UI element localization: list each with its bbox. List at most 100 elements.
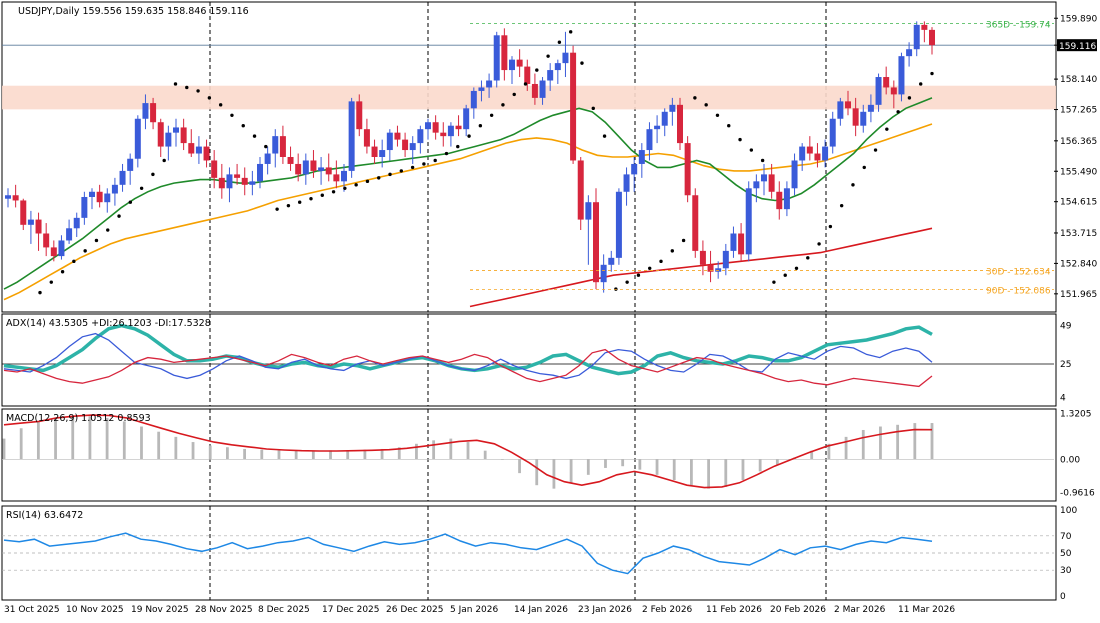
macd-histogram-bar (397, 447, 401, 460)
candle-body (386, 132, 393, 151)
x-tick-label: 11 Mar 2026 (898, 605, 955, 615)
candle-body (89, 191, 95, 197)
candle-body (188, 143, 195, 154)
candle-body (142, 103, 149, 119)
rsi-tick-label: 30 (1060, 566, 1072, 576)
macd-histogram-bar (621, 459, 625, 467)
candle-body (440, 132, 447, 137)
psar-dot (568, 30, 573, 34)
parabolic-sar (38, 30, 934, 295)
psar-dot (557, 40, 562, 44)
psar-dot (83, 249, 87, 253)
psar-dot (704, 103, 708, 107)
candle-body (646, 129, 653, 151)
candle-body (12, 195, 19, 201)
candle-body (837, 101, 844, 119)
candle-body (272, 136, 279, 154)
price-tick-label: 156.365 (1060, 137, 1097, 147)
candle-body (501, 35, 508, 71)
candle-body (608, 257, 615, 265)
candle-body (43, 233, 50, 248)
price-panel-frame (1, 1, 1057, 313)
psar-dot (794, 266, 799, 270)
macd-plot (2, 414, 1054, 489)
candle-body (127, 158, 134, 171)
candle-body (81, 196, 88, 218)
candle-body (615, 191, 622, 258)
candle-body (5, 195, 11, 199)
macd-histogram-bar (363, 449, 367, 460)
candle-body (111, 184, 118, 194)
macd-histogram-bar (36, 421, 40, 460)
candle-body (623, 174, 630, 192)
candle-body (929, 29, 935, 46)
candle-body (287, 157, 294, 164)
macd-histogram-bar (655, 459, 659, 475)
candle-body (585, 202, 592, 220)
x-tick-label: 17 Dec 2025 (322, 605, 380, 615)
level-label: 365D - 159.74 (986, 20, 1051, 30)
psar-dot (512, 92, 516, 97)
macd-histogram-bar (861, 429, 865, 460)
macd-tick-label: -0.9616 (1060, 488, 1095, 498)
psar-dot (343, 186, 347, 190)
psar-dot (185, 85, 189, 90)
psar-dot (919, 82, 923, 86)
macd-tick-label: 1.3205 (1060, 410, 1092, 420)
macd-histogram-bar (432, 440, 436, 460)
psar-dot (94, 238, 99, 243)
macd-histogram-bar (226, 447, 229, 460)
candle-body (211, 160, 218, 178)
x-tick-label: 11 Feb 2026 (706, 605, 762, 615)
rsi-title: RSI(14) 63.6472 (6, 510, 83, 521)
candle-body (913, 24, 920, 50)
psar-dot (760, 158, 765, 163)
x-tick-label: 2 Feb 2026 (642, 605, 693, 615)
price-tick-label: 157.265 (1060, 106, 1097, 116)
macd-histogram-bar (844, 436, 848, 460)
candle-body (302, 160, 309, 175)
candle-body (432, 122, 439, 133)
candle-body (531, 83, 538, 98)
macd-histogram-bar (535, 459, 539, 486)
macd-tick-label: 0.00 (1060, 455, 1080, 465)
adx-series-line (3, 348, 933, 388)
candle-body (677, 104, 683, 144)
psar-dot (162, 158, 166, 163)
candle-body (867, 104, 874, 112)
psar-dot (806, 256, 810, 260)
macd-histogram-bar (569, 459, 573, 484)
psar-dot (444, 151, 449, 156)
candle-body (203, 146, 210, 161)
macd-histogram-bar (913, 423, 917, 460)
macd-histogram-bar (879, 426, 882, 460)
candle-body (493, 35, 500, 81)
candle-body (730, 233, 737, 251)
x-tick-label: 23 Jan 2026 (578, 605, 632, 615)
adx-panel-frame (1, 313, 1057, 407)
candle-body (379, 150, 386, 157)
psar-dot (862, 165, 866, 170)
psar-dot (591, 106, 595, 111)
candle-body (20, 200, 27, 225)
candle-body (600, 264, 607, 283)
psar-dot (828, 224, 833, 229)
macd-histogram-bar (810, 450, 814, 460)
candle-body (845, 101, 851, 109)
candle-body (516, 59, 523, 67)
x-tick-label: 8 Dec 2025 (258, 605, 310, 615)
candle-body (180, 127, 187, 144)
candle-body (463, 108, 470, 130)
candle-body (822, 146, 829, 161)
psar-dot (772, 280, 776, 284)
macd-histogram-bar (449, 438, 453, 460)
psar-dot (670, 249, 675, 253)
adx-tick-label: 4 (1060, 394, 1066, 404)
candle-body (829, 118, 836, 147)
macd-histogram-bar (174, 436, 178, 460)
candle-body (333, 174, 340, 182)
candle-body (814, 153, 821, 161)
price-tick-label: 158.140 (1060, 75, 1097, 85)
candle-body (27, 219, 34, 225)
